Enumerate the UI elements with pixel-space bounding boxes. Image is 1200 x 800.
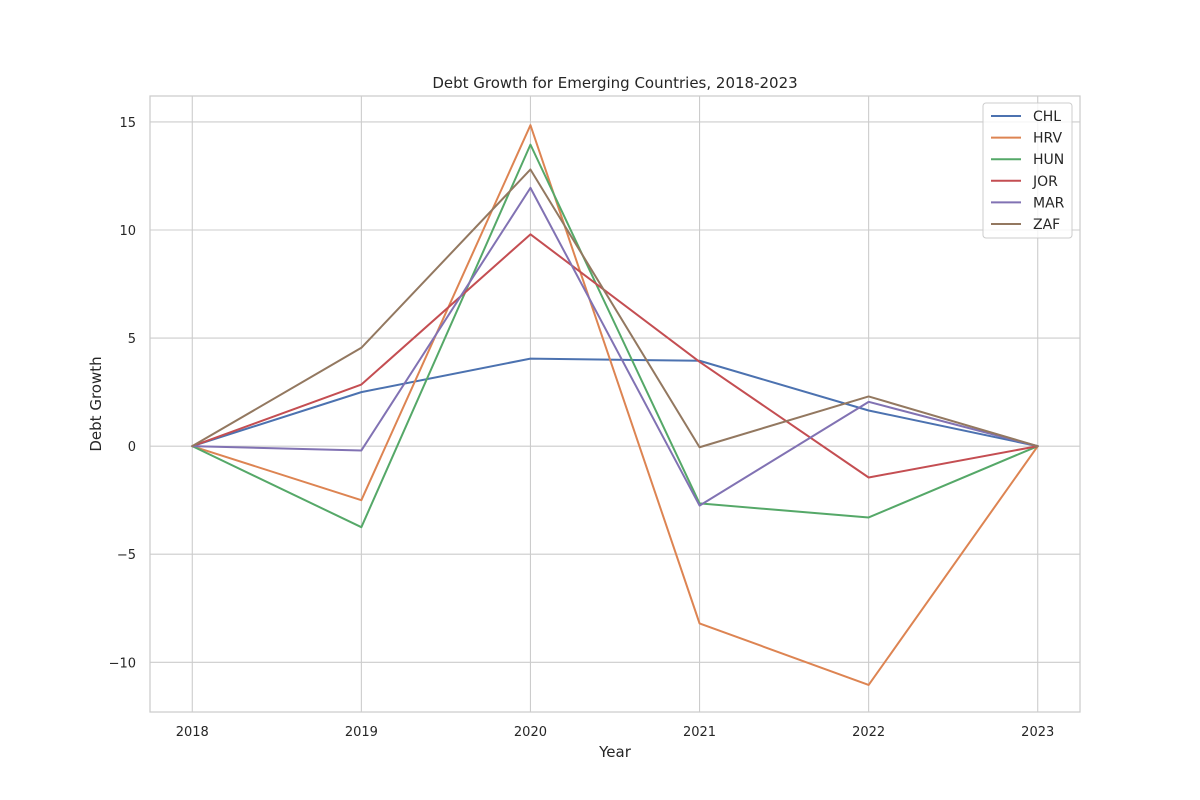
legend-label: ZAF bbox=[1033, 217, 1060, 233]
y-tick-label: 10 bbox=[119, 224, 136, 239]
legend-label: JOR bbox=[1032, 174, 1058, 190]
y-tick-label: 15 bbox=[119, 116, 136, 131]
y-tick-labels: −10 −5 0 5 10 15 bbox=[109, 116, 136, 671]
y-tick-label: 0 bbox=[128, 440, 136, 455]
x-tick-label: 2022 bbox=[852, 725, 885, 740]
chart-title: Debt Growth for Emerging Countries, 2018… bbox=[432, 74, 797, 92]
legend-label: HRV bbox=[1033, 131, 1062, 147]
x-tick-labels: 2018 2019 2020 2021 2022 2023 bbox=[176, 725, 1055, 740]
legend-label: MAR bbox=[1033, 195, 1065, 211]
x-tick-label: 2021 bbox=[683, 725, 716, 740]
x-tick-label: 2019 bbox=[345, 725, 378, 740]
y-tick-label: −5 bbox=[117, 548, 136, 563]
y-axis-label: Debt Growth bbox=[87, 356, 105, 451]
x-axis-label: Year bbox=[598, 743, 632, 761]
grid bbox=[150, 96, 1080, 712]
series-line-jor bbox=[191, 233, 1039, 479]
series-line-zaf bbox=[191, 168, 1039, 449]
series-line-hun bbox=[191, 143, 1039, 529]
legend: CHL HRV HUN JOR MAR ZAF bbox=[982, 102, 1073, 239]
series-lines bbox=[191, 124, 1039, 686]
y-tick-label: −10 bbox=[109, 656, 136, 671]
legend-label: CHL bbox=[1033, 109, 1061, 125]
series-line-hrv bbox=[191, 124, 1039, 686]
series-line-mar bbox=[191, 186, 1039, 507]
plot-frame bbox=[149, 95, 1081, 713]
series-line-chl bbox=[191, 357, 1039, 448]
legend-label: HUN bbox=[1033, 152, 1064, 168]
x-tick-label: 2018 bbox=[176, 725, 209, 740]
y-tick-label: 5 bbox=[128, 332, 136, 347]
x-tick-label: 2023 bbox=[1021, 725, 1054, 740]
x-tick-label: 2020 bbox=[514, 725, 547, 740]
